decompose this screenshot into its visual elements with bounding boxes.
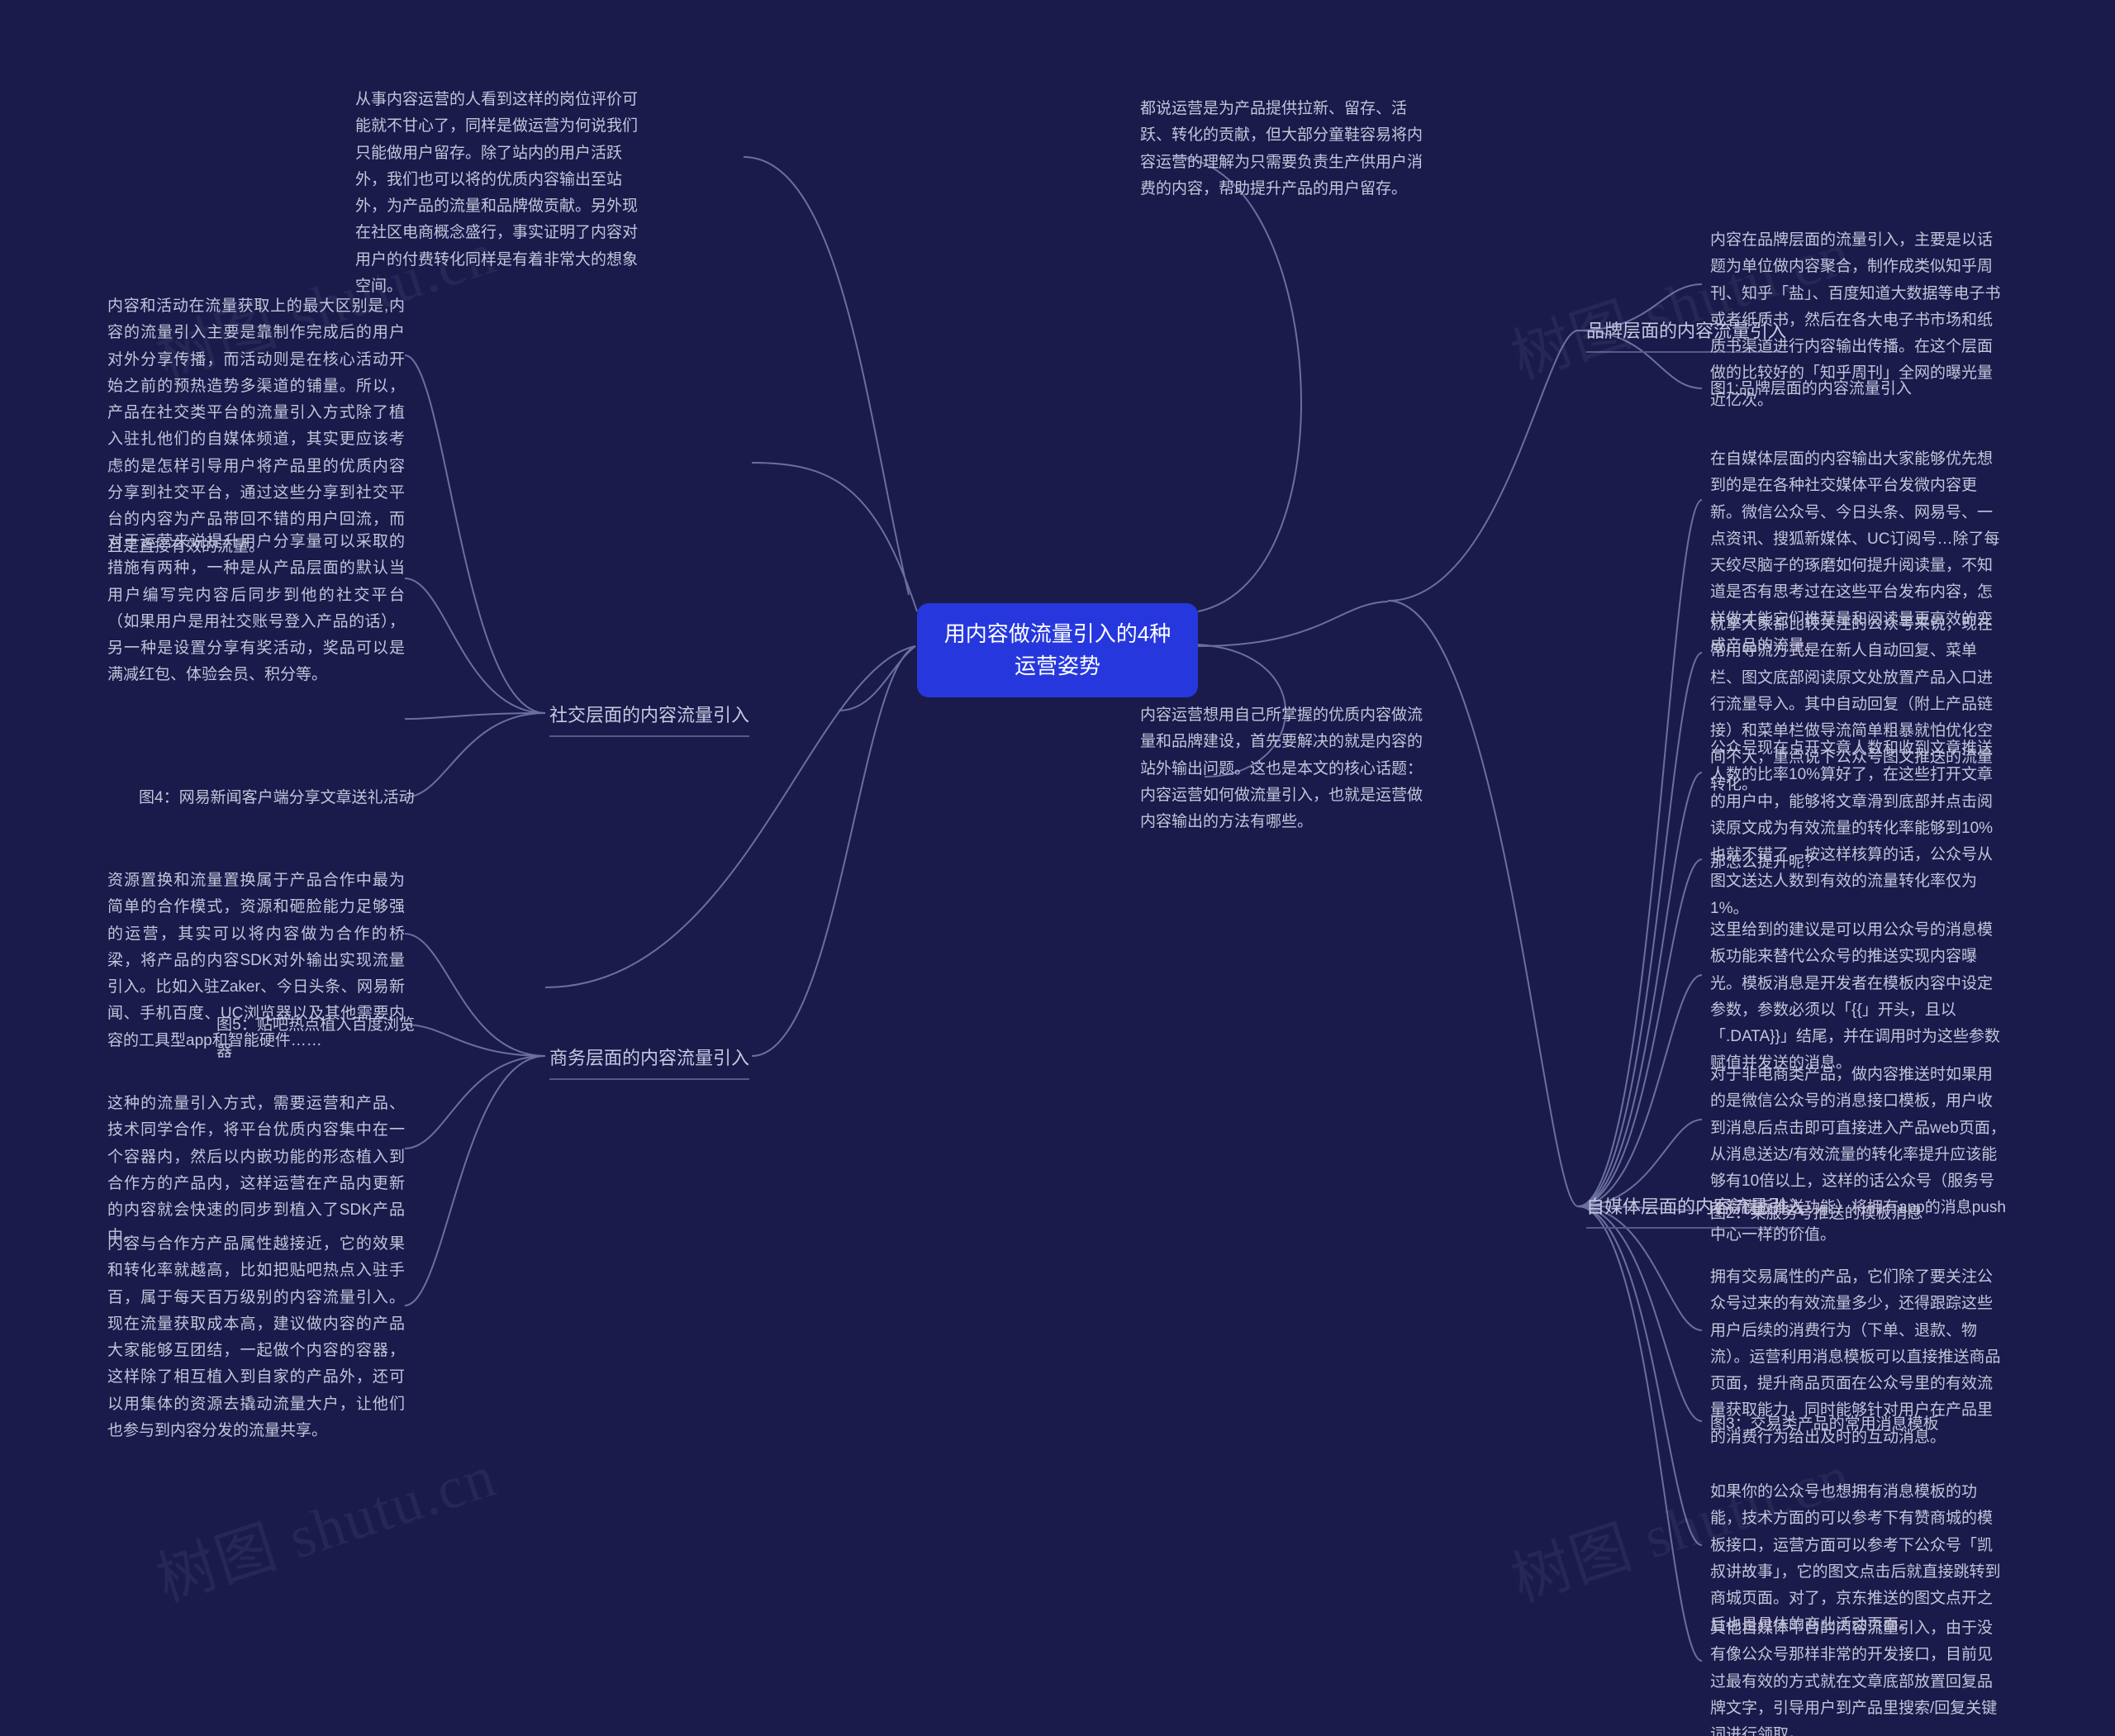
mindmap-leaf[interactable]: 图1:品牌层面的内容流量引入 bbox=[1710, 376, 2008, 402]
mindmap-leaf[interactable]: 这里给到的建议是可以用公众号的消息模板功能来替代公众号的推送实现内容曝光。模板消… bbox=[1710, 917, 2008, 1077]
mindmap-leaf[interactable]: 内容与合作方产品属性越接近，它的效果和转化率就越高，比如把贴吧热点入驻手百，属于… bbox=[107, 1231, 405, 1444]
mindmap-leaf[interactable]: 对于运营来说提升用户分享量可以采取的措施有两种，一种是从产品层面的默认当用户编写… bbox=[107, 529, 405, 689]
watermark: 树图 shutu.cn bbox=[144, 1427, 506, 1618]
mindmap-leaf[interactable]: 图2：某服务号推送的模板消息 bbox=[1710, 1201, 2008, 1227]
branch-label[interactable]: 商务层面的内容流量引入 bbox=[549, 1044, 749, 1080]
center-topic[interactable]: 用内容做流量引入的4种运营姿势 bbox=[917, 603, 1198, 697]
mindmap-leaf[interactable]: 这种的流量引入方式，需要运营和产品、技术同学合作，将平台优质内容集中在一个容器内… bbox=[107, 1091, 405, 1251]
mindmap-leaf[interactable]: 图3：交易类产品的常用消息模板 bbox=[1710, 1411, 2008, 1438]
mindmap-leaf[interactable]: 内容运营想用自己所掌握的优质内容做流量和品牌建设，首先要解决的就是内容的站外输出… bbox=[1140, 702, 1438, 835]
mindmap-leaf[interactable]: 公众号现在点开文章人数和收到文章推送人数的比率10%算好了，在这些打开文章的用户… bbox=[1710, 735, 2008, 922]
mindmap-leaf[interactable]: 那怎么提升呢? bbox=[1710, 849, 2008, 876]
mindmap-leaf[interactable]: 其他自媒体平台的内容流量引入，由于没有像公众号那样非常的开发接口，目前见过最有效… bbox=[1710, 1615, 2008, 1736]
branch-label[interactable]: 社交层面的内容流量引入 bbox=[549, 701, 749, 737]
mindmap-leaf[interactable]: 都说运营是为产品提供拉新、留存、活跃、转化的贡献，但大部分童鞋容易将内容运营的理… bbox=[1140, 96, 1429, 202]
mindmap-leaf[interactable]: 图4：网易新闻客户端分享文章送礼活动 bbox=[139, 785, 420, 811]
mindmap-leaf[interactable]: 从事内容运营的人看到这样的岗位评价可能就不甘心了，同样是做运营为何说我们只能做用… bbox=[355, 87, 653, 300]
mindmap-leaf[interactable]: 图5：贴吧热点植入百度浏览器 bbox=[216, 1012, 415, 1066]
mindmap-leaf[interactable]: 内容和活动在流量获取上的最大区别是,内容的流量引入主要是靠制作完成后的用户对外分… bbox=[107, 293, 405, 560]
